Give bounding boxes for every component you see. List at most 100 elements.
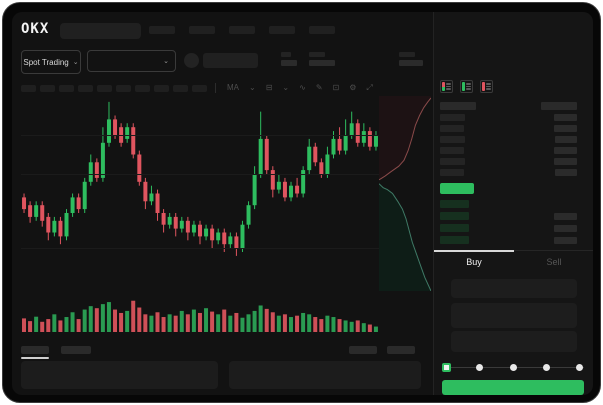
orderbook-col-header (440, 102, 476, 110)
slider-stop[interactable] (542, 364, 550, 371)
tab-buy[interactable]: Buy (466, 257, 482, 267)
slider-handle[interactable] (442, 363, 451, 372)
order-input-field[interactable] (451, 303, 577, 328)
orderbook-view-switcher (440, 80, 493, 93)
depth-chart (379, 96, 431, 291)
bottom-tab[interactable] (61, 346, 91, 354)
timeframe-button[interactable] (21, 84, 36, 92)
buy-submit-button[interactable] (442, 380, 584, 395)
stat-group (399, 52, 423, 66)
last-price-bar[interactable] (440, 183, 474, 194)
bottom-panel-placeholder (229, 361, 421, 389)
ask-amount-placeholder (555, 136, 577, 143)
order-panel: Buy Sell (433, 12, 593, 395)
orderbook-bids-view[interactable] (460, 80, 473, 93)
pair-name-placeholder (203, 53, 258, 68)
gridline (21, 248, 379, 250)
bid-price-placeholder[interactable] (440, 236, 469, 244)
camera-icon[interactable]: ⊡ (332, 83, 340, 92)
chevron-down-icon: ⌄ (163, 57, 169, 65)
timeframe-button[interactable] (173, 84, 188, 92)
candlestick-area[interactable] (21, 96, 379, 291)
ask-price-placeholder[interactable] (440, 114, 465, 121)
timeframe-button[interactable] (192, 84, 207, 92)
ask-amount-placeholder (554, 158, 577, 165)
bottom-tab[interactable] (21, 346, 49, 354)
gridline (21, 135, 379, 136)
chevron-down-icon[interactable]: ⌄ (249, 83, 256, 92)
active-tab-indicator (434, 250, 514, 252)
ask-price-placeholder[interactable] (440, 136, 465, 143)
bottom-action-placeholder[interactable] (349, 346, 377, 354)
bottom-tabs (21, 346, 91, 354)
timeframe-button[interactable] (154, 84, 169, 92)
rows-glyph (446, 83, 451, 90)
okx-logo: OKX (21, 21, 50, 37)
slider-stop[interactable] (476, 364, 484, 371)
bottom-panel-placeholder (21, 361, 218, 389)
timeframe-button[interactable] (59, 84, 74, 92)
slider-stop[interactable] (509, 364, 517, 371)
chevron-down-icon[interactable]: ⌄ (282, 83, 290, 92)
ask-amount-placeholder (554, 147, 577, 154)
depth-bar-glyph (462, 82, 465, 91)
amount-slider[interactable] (442, 362, 584, 374)
fullscreen-icon[interactable]: ⤢ (366, 83, 373, 92)
candle-type-icon[interactable]: ⊟ (265, 83, 273, 92)
line-tool-icon[interactable]: ∿ (299, 83, 306, 92)
volume-bars (22, 300, 378, 332)
settings-icon[interactable]: ⚙ (349, 83, 357, 92)
bid-amount-placeholder (554, 237, 577, 244)
nav-item-placeholder[interactable] (189, 26, 215, 34)
ask-amount-placeholder (554, 125, 577, 132)
trade-tabs: Buy Sell (434, 257, 593, 267)
tab-sell[interactable]: Sell (546, 257, 562, 267)
chevron-down-icon: ⌄ (72, 58, 79, 66)
timeframe-button[interactable] (40, 84, 55, 92)
orderbook-col-header (541, 102, 577, 110)
timeframe-button[interactable] (97, 84, 112, 92)
bottom-action-placeholder[interactable] (387, 346, 415, 354)
nav-item-placeholder[interactable] (229, 26, 255, 34)
slider-stop[interactable] (576, 364, 583, 371)
stat-group (309, 52, 335, 66)
timeframe-button[interactable] (78, 84, 93, 92)
stat-value-placeholder (399, 60, 423, 66)
coin-icon (184, 53, 199, 68)
bid-amount-placeholder (554, 225, 577, 232)
market-mode-label: Spot Trading (23, 57, 69, 67)
bid-price-placeholder[interactable] (440, 200, 469, 208)
trading-app: OKX Spot Trading ⌄ ⌄ MA ⌄ ⊟ ⌄ ∿ ✎ ⊡ ⚙ ⤢ (12, 12, 593, 395)
stat-value-placeholder (309, 60, 335, 66)
ask-price-placeholder[interactable] (440, 169, 464, 176)
nav-item-placeholder[interactable] (269, 26, 295, 34)
nav-item-placeholder[interactable] (149, 26, 175, 34)
orderbook-combined-view[interactable] (440, 80, 453, 93)
timeframe-button[interactable] (135, 84, 150, 92)
ask-price-placeholder[interactable] (440, 147, 464, 154)
divider (215, 83, 216, 93)
market-mode-selector[interactable]: Spot Trading ⌄ (21, 50, 81, 74)
bid-price-placeholder[interactable] (440, 224, 469, 232)
stat-label-placeholder (399, 52, 415, 57)
indicators-icon[interactable]: MA (227, 83, 239, 92)
nav-item-placeholder[interactable] (309, 26, 335, 34)
orderbook-asks-view[interactable] (480, 80, 493, 93)
bid-price-placeholder[interactable] (440, 212, 469, 220)
price-chart[interactable] (21, 96, 431, 291)
draw-icon[interactable]: ✎ (315, 83, 323, 92)
order-input-field[interactable] (451, 331, 577, 352)
search-input[interactable] (60, 23, 141, 39)
ask-price-placeholder[interactable] (440, 125, 464, 132)
ask-amount-placeholder (555, 169, 577, 176)
stat-label-placeholder (309, 52, 325, 57)
timeframe-button[interactable] (116, 84, 131, 92)
ask-price-placeholder[interactable] (440, 158, 465, 165)
order-input-field[interactable] (451, 279, 577, 298)
chart-toolbar: MA ⌄ ⊟ ⌄ ∿ ✎ ⊡ ⚙ ⤢ (21, 82, 376, 94)
bid-amount-placeholder (554, 213, 577, 220)
pair-selector[interactable]: ⌄ (87, 50, 176, 72)
depth-bar-glyph (442, 82, 445, 91)
ask-amount-placeholder (554, 114, 577, 121)
